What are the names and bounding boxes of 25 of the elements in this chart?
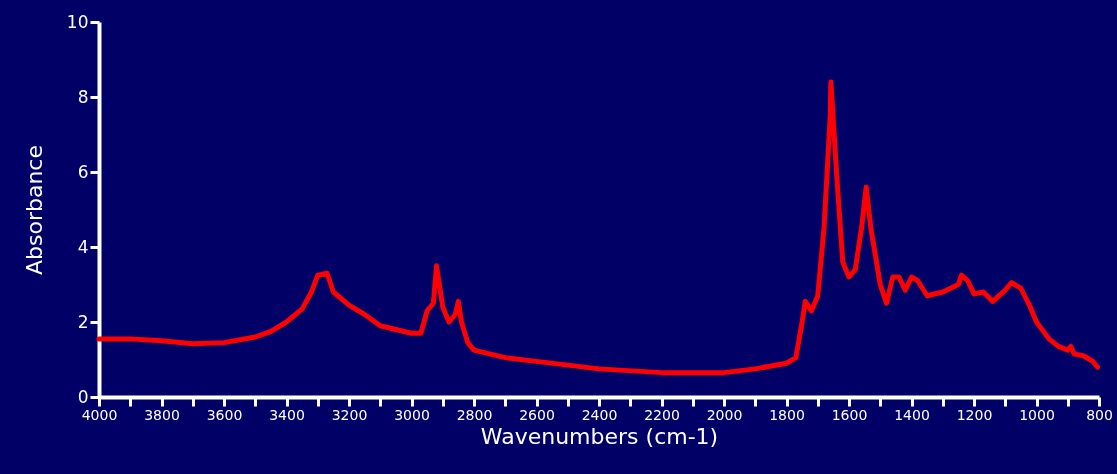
x-tick-label: 2000 <box>706 406 743 423</box>
x-tick-label: 2800 <box>456 406 493 423</box>
x-tick-label: 1800 <box>769 406 805 423</box>
x-tick-label: 3400 <box>269 406 305 423</box>
y-tick-label: 2 <box>77 311 89 332</box>
x-tick-label: 1400 <box>894 406 930 423</box>
x-tick-label: 800 <box>1086 406 1113 423</box>
x-tick-label: 1600 <box>831 406 868 423</box>
x-tick-label: 3000 <box>394 406 430 423</box>
x-tick-label: 3600 <box>206 406 243 423</box>
y-tick-label: 8 <box>77 86 89 107</box>
x-tick-label: 1000 <box>1019 406 1055 423</box>
y-tick-label: 10 <box>66 11 89 32</box>
y-tick-label: 4 <box>77 236 89 257</box>
y-axis-title: Absorbance <box>21 144 47 276</box>
y-tick-label: 0 <box>77 386 89 407</box>
x-tick-label: 2600 <box>519 406 555 423</box>
x-tick-label: 3200 <box>331 406 368 423</box>
x-tick-label: 3800 <box>144 406 180 423</box>
x-tick-label: 2200 <box>644 406 680 423</box>
x-tick-label: 2400 <box>581 406 618 423</box>
x-tick-label: 1200 <box>956 406 993 423</box>
y-tick-label: 6 <box>77 161 89 182</box>
x-tick-label: 4000 <box>81 406 118 423</box>
x-axis-title: Wavenumbers (cm-1) <box>480 423 719 449</box>
